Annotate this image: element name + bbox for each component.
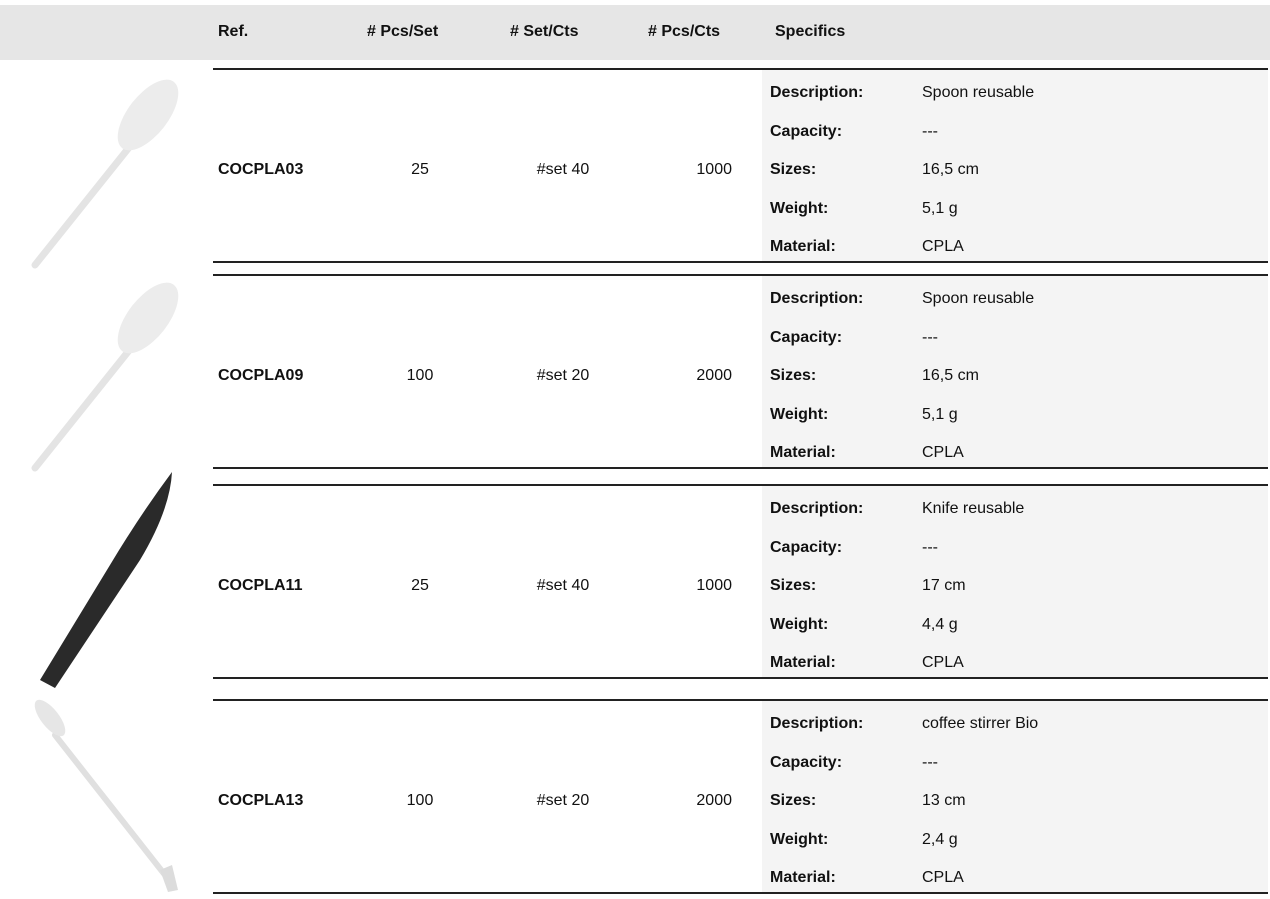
- spec-value: ---: [922, 328, 938, 346]
- spec-value: CPLA: [922, 444, 964, 461]
- spoon-image: [31, 282, 179, 472]
- spec-label: Capacity:: [770, 328, 843, 346]
- pcs-set: 100: [406, 792, 434, 809]
- spec-label: Capacity:: [770, 753, 843, 771]
- spec-value: 4,4 g: [922, 615, 958, 633]
- set-cts: #set 20: [536, 792, 590, 809]
- row-rule: [213, 892, 1268, 894]
- column-header: Specifics: [775, 23, 846, 40]
- pcs-cts: 1000: [696, 577, 732, 594]
- row-rule: [213, 274, 1268, 276]
- spec-value: Knife reusable: [922, 500, 1025, 517]
- spec-value: 13 cm: [922, 792, 966, 809]
- row-rule: [213, 484, 1268, 486]
- spec-label: Sizes:: [770, 577, 817, 594]
- column-header: # Set/Cts: [510, 23, 579, 40]
- spec-label: Description:: [770, 290, 864, 307]
- spec-value: Spoon reusable: [922, 84, 1035, 101]
- spec-value: 16,5 cm: [922, 161, 979, 178]
- stirrer-image: [34, 699, 178, 892]
- spec-label: Material:: [770, 869, 836, 886]
- spec-label: Material:: [770, 444, 836, 461]
- spec-value: 2,4 g: [922, 830, 958, 848]
- ref: COCPLA13: [218, 792, 304, 809]
- ref: COCPLA11: [218, 577, 303, 594]
- spec-value: Spoon reusable: [922, 290, 1035, 307]
- spec-label: Weight:: [770, 405, 829, 423]
- column-header: Ref.: [218, 23, 249, 40]
- set-cts: #set 40: [536, 577, 590, 594]
- spec-value: ---: [922, 538, 938, 556]
- row-rule: [213, 677, 1268, 679]
- row-rule: [213, 467, 1268, 469]
- pcs-set: 25: [411, 161, 429, 178]
- column-header: # Pcs/Set: [367, 23, 439, 40]
- spec-label: Material:: [770, 654, 836, 671]
- header-bar: [0, 5, 1270, 60]
- spec-value: 17 cm: [922, 577, 966, 594]
- spec-value: coffee stirrer Bio: [922, 715, 1039, 732]
- pcs-set: 100: [406, 367, 434, 384]
- row-rule: [213, 699, 1268, 701]
- spec-label: Weight:: [770, 199, 829, 217]
- spec-value: ---: [922, 122, 938, 140]
- column-header: # Pcs/Cts: [648, 23, 721, 40]
- spec-label: Description:: [770, 715, 864, 732]
- spec-value: CPLA: [922, 654, 964, 671]
- spec-label: Description:: [770, 84, 864, 101]
- row-rule: [213, 68, 1268, 70]
- spec-label: Weight:: [770, 830, 829, 848]
- spoon-image: [31, 79, 179, 269]
- spec-value: 16,5 cm: [922, 367, 979, 384]
- spec-value: CPLA: [922, 238, 964, 255]
- pcs-set: 25: [411, 577, 429, 594]
- ref: COCPLA03: [218, 161, 304, 178]
- spec-label: Weight:: [770, 615, 829, 633]
- set-cts: #set 20: [536, 367, 590, 384]
- spec-value: 5,1 g: [922, 405, 958, 423]
- spec-label: Description:: [770, 500, 864, 517]
- spec-background: [762, 486, 1268, 678]
- product-images: [31, 79, 179, 892]
- spec-label: Sizes:: [770, 161, 817, 178]
- spec-value: ---: [922, 753, 938, 771]
- row-rule: [213, 261, 1268, 263]
- pcs-cts: 2000: [696, 792, 732, 809]
- spec-label: Sizes:: [770, 367, 817, 384]
- spec-label: Material:: [770, 238, 836, 255]
- pcs-cts: 2000: [696, 367, 732, 384]
- spec-background: [762, 70, 1268, 262]
- spec-label: Sizes:: [770, 792, 817, 809]
- set-cts: #set 40: [536, 161, 590, 178]
- spec-background: [762, 276, 1268, 468]
- spec-label: Capacity:: [770, 538, 843, 556]
- pcs-cts: 1000: [696, 161, 732, 178]
- spec-value: CPLA: [922, 869, 964, 886]
- spec-label: Capacity:: [770, 122, 843, 140]
- spec-background: [762, 701, 1268, 893]
- knife-image: [40, 472, 172, 688]
- spec-value: 5,1 g: [922, 199, 958, 217]
- ref: COCPLA09: [218, 367, 304, 384]
